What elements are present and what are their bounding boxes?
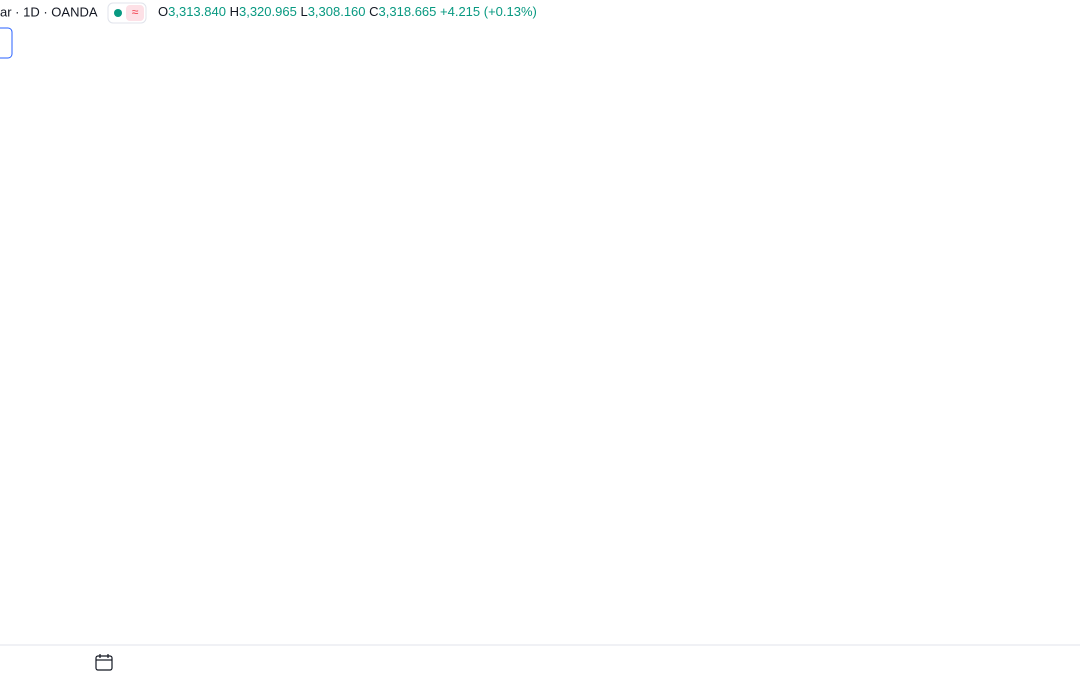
ohlc-value: 3,308.160 xyxy=(308,4,366,19)
status-dot xyxy=(114,9,122,17)
ohlc-value: 3,320.965 xyxy=(239,4,297,19)
ohlc-change: +4.215 (+0.13%) xyxy=(440,4,537,19)
replay-badge[interactable] xyxy=(126,5,144,21)
calendar-frame xyxy=(95,655,113,671)
ohlc-key: O xyxy=(158,4,168,19)
ohlc-key: L xyxy=(300,4,307,19)
side-button[interactable] xyxy=(0,27,13,59)
ohlc-key: C xyxy=(369,4,378,19)
symbol: ar · 1D · OANDA xyxy=(0,4,98,19)
ohlc-key: H xyxy=(230,4,239,19)
calendar-icon[interactable] xyxy=(95,654,113,671)
ohlc-legend: O3,313.840 H3,320.965 L3,308.160 C3,318.… xyxy=(158,4,537,19)
ohlc-value: 3,313.840 xyxy=(168,4,226,19)
ohlc-value: 3,318.665 xyxy=(379,4,437,19)
ohlc-text: O3,313.840 H3,320.965 L3,308.160 C3,318.… xyxy=(158,4,537,19)
badge-icon: ≈ xyxy=(132,5,139,19)
